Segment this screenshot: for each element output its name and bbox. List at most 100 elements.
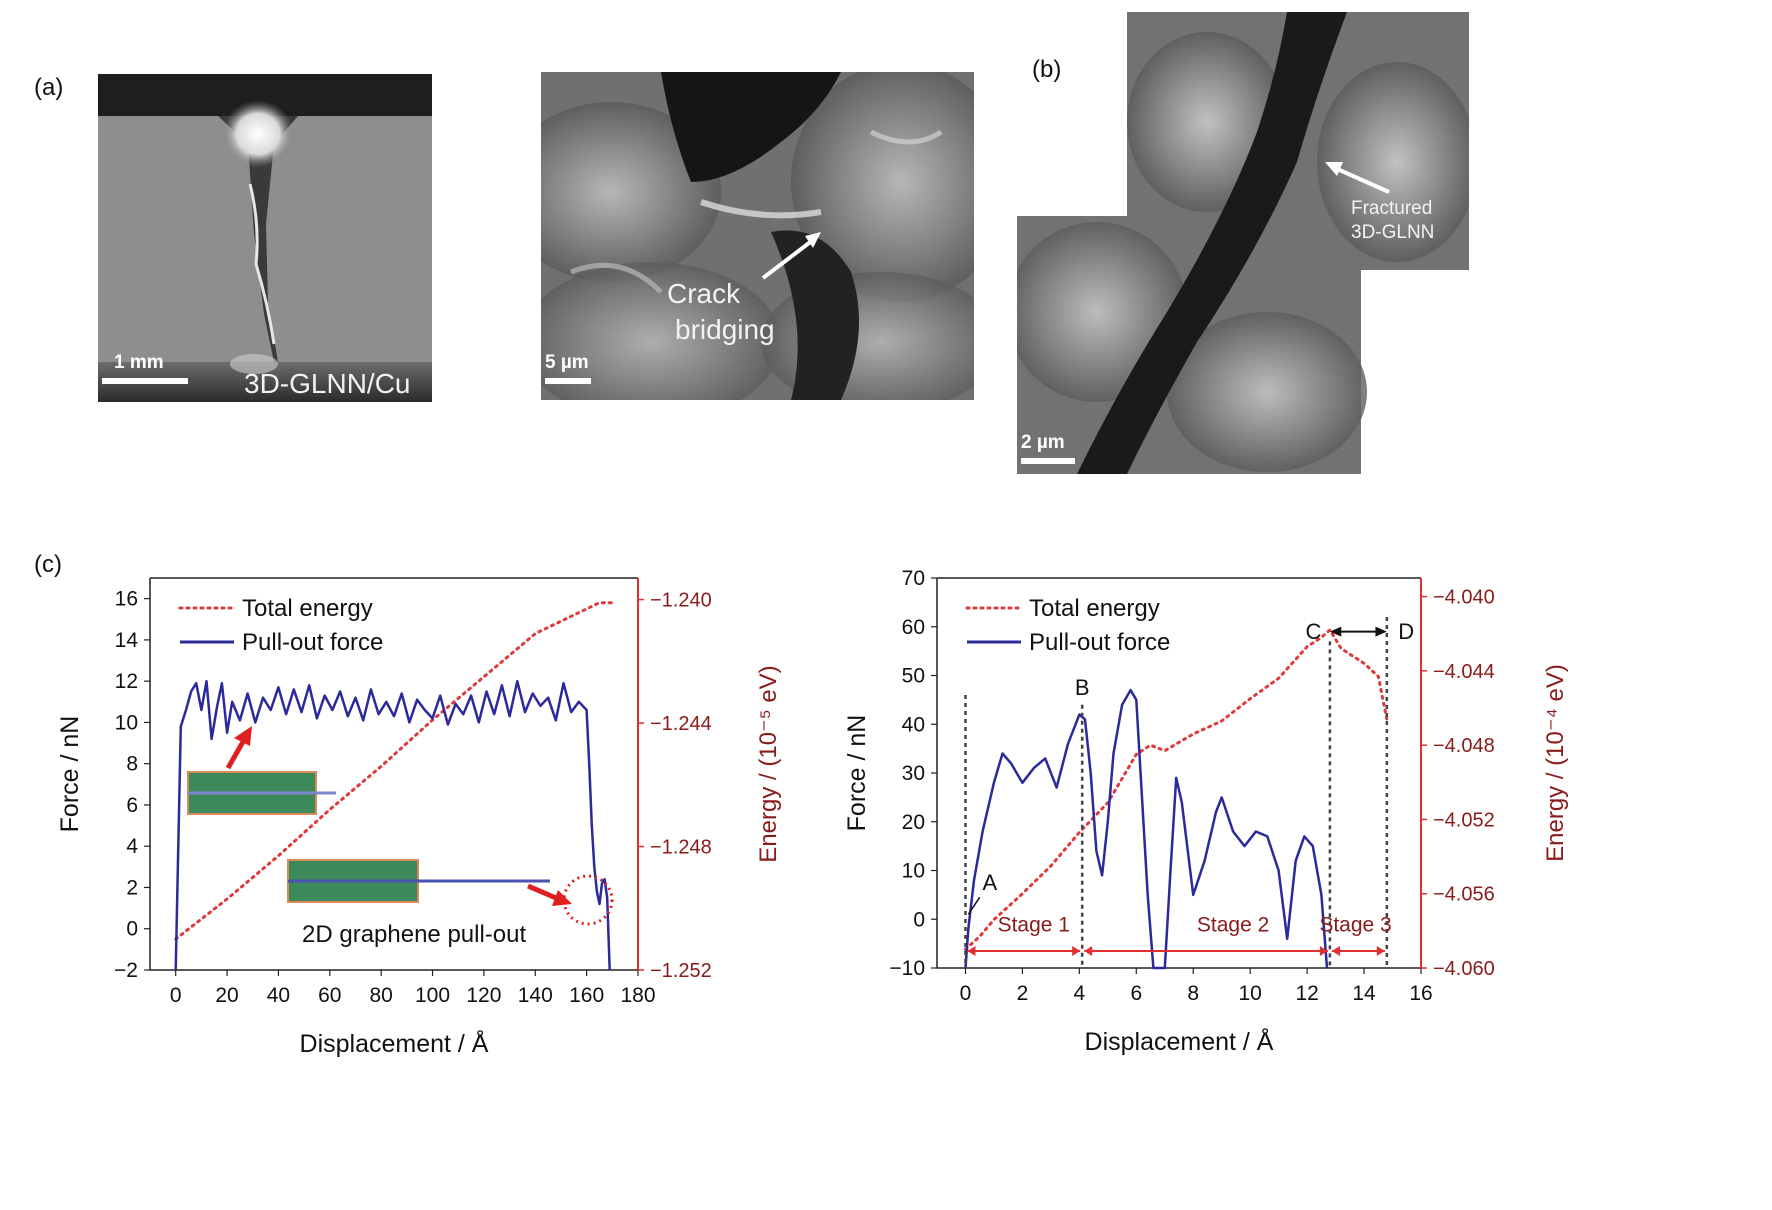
x-tick-label: 60 [318,984,341,1007]
y2-tick-label: −1.248 [650,837,712,859]
scale-bar [545,378,591,384]
marker-label-a: A [983,870,998,895]
x-tick-label: 8 [1187,982,1199,1005]
sem-image-cross-section: 1 mm 3D-GLNN/Cu [98,74,432,402]
y-tick-label: 6 [126,794,138,817]
image-caption: 3D-GLNN/Cu [244,368,411,399]
graphene-schematic [187,771,550,903]
panel-label-b: (b) [1032,56,1062,83]
y2-tick-label: −4.040 [1433,587,1495,609]
y2-tick-label: −4.044 [1433,661,1495,683]
y2-tick-label: −4.052 [1433,809,1495,831]
scale-label: 2 µm [1021,432,1065,453]
sem-image-crack-bridging: Crack bridging 5 µm [541,72,974,400]
x-tick-label: 180 [620,984,655,1007]
marker-label-b: B [1075,675,1090,700]
x-tick-label: 6 [1130,982,1142,1005]
x-tick-label: 4 [1074,982,1086,1005]
y2-axis-label: Energy / (10⁻⁵ eV) [755,665,782,862]
scale-label: 5 µm [545,352,589,373]
y-tick-label: 12 [115,670,138,693]
annotation-bridging: bridging [675,314,775,345]
annotation-crack: Crack [667,278,741,309]
y2-tick-label: −4.056 [1433,884,1495,906]
panel-label-c: (c) [34,551,62,578]
stage-label: Stage 2 [1197,913,1269,936]
stage-arrow-left [1331,945,1340,956]
cd-arrow-right [1375,626,1387,637]
arrow-shaft-1 [225,738,247,770]
y2-tick-label: −4.048 [1433,735,1495,757]
stage-arrow-left [1084,945,1093,956]
annotation-3d-glnn: 3D-GLNN [1351,222,1435,243]
cross-section-drawing [98,74,432,402]
y2-axis-label: Energy / (10⁻⁴ eV) [1542,664,1569,862]
stage-arrow-right [1376,945,1385,956]
stage-label: Stage 1 [998,913,1070,936]
y-tick-label: 4 [126,835,138,858]
arrow-shaft-2 [527,883,557,901]
x-tick-label: 12 [1295,982,1318,1005]
y-tick-label: −2 [114,959,138,982]
x-tick-label: 20 [215,984,238,1007]
arrow-head-2 [552,890,572,906]
legend-label-force: Pull-out force [242,629,383,656]
y-tick-label: 10 [902,860,925,883]
y-tick-label: 40 [902,713,925,736]
marker-a-pointer [967,896,981,915]
series-pull-out-force [964,688,1329,970]
x-tick-label: 16 [1409,982,1432,1005]
legend-label-energy: Total energy [242,595,373,622]
annotation-fractured: Fractured [1351,198,1433,219]
y2-tick-label: −1.244 [650,713,712,735]
cd-arrow-left [1329,626,1342,637]
y-tick-label: 0 [126,918,138,941]
y-tick-label: 2 [126,876,138,899]
fractured-drawing [1017,12,1469,474]
x-tick-label: 2 [1017,982,1029,1005]
x-tick-label: 0 [960,982,972,1005]
x-tick-label: 10 [1238,982,1261,1005]
y-tick-label: 70 [902,567,925,590]
y-tick-label: 10 [115,711,138,734]
x-tick-label: 140 [518,984,553,1007]
legend-label-force: Pull-out force [1029,629,1170,656]
y-tick-label: 30 [902,762,925,785]
scale-label: 1 mm [114,352,164,373]
y-tick-label: 60 [902,616,925,639]
y-tick-label: 14 [115,629,139,652]
y-tick-label: 0 [913,908,925,931]
panel-label-a: (a) [34,74,64,101]
chart-1: 0 20 40 60 80 100 120 140 160 180 −2 0 2 4 6 8 10 12 14 16 −… [56,577,782,1058]
sem-image-fractured: Fractured 3D-GLNN 2 µm [1017,12,1469,474]
legend-label-energy: Total energy [1029,595,1160,622]
y2-tick-label: −4.060 [1433,958,1495,980]
crack-bridging-drawing [541,72,974,400]
y-tick-label: 16 [115,588,138,611]
x-axis-label: Displacement / Å [1085,1026,1274,1056]
chart-2: 0 2 4 6 8 10 12 14 16 −10 0 10 20 30 40 50 60 70 −4.040 −4.… [843,567,1569,1056]
y2-tick-label: −1.240 [650,590,712,612]
stage-arrow-right [1072,945,1081,956]
series-total-energy [174,601,614,941]
highlight-circle [562,874,614,926]
annotation-label: 2D graphene pull-out [302,921,526,948]
x-tick-label: 100 [415,984,450,1007]
y-tick-label: −10 [889,957,925,980]
y-tick-label: 20 [902,811,925,834]
marker-label-d: D [1398,619,1414,644]
y-tick-label: 50 [902,665,925,688]
y-tick-label: 8 [126,753,138,776]
scale-bar [102,378,188,384]
x-tick-label: 120 [466,984,501,1007]
stage-arrow-right [1319,945,1328,956]
arrow-head-1 [234,726,252,746]
y-axis-label: Force / nN [56,716,84,833]
y-axis-label: Force / nN [843,715,871,832]
x-tick-label: 14 [1352,982,1376,1005]
x-tick-label: 80 [369,984,392,1007]
x-tick-label: 0 [170,984,182,1007]
series-pull-out-force [174,679,611,971]
x-axis-label: Displacement / Å [300,1028,489,1058]
